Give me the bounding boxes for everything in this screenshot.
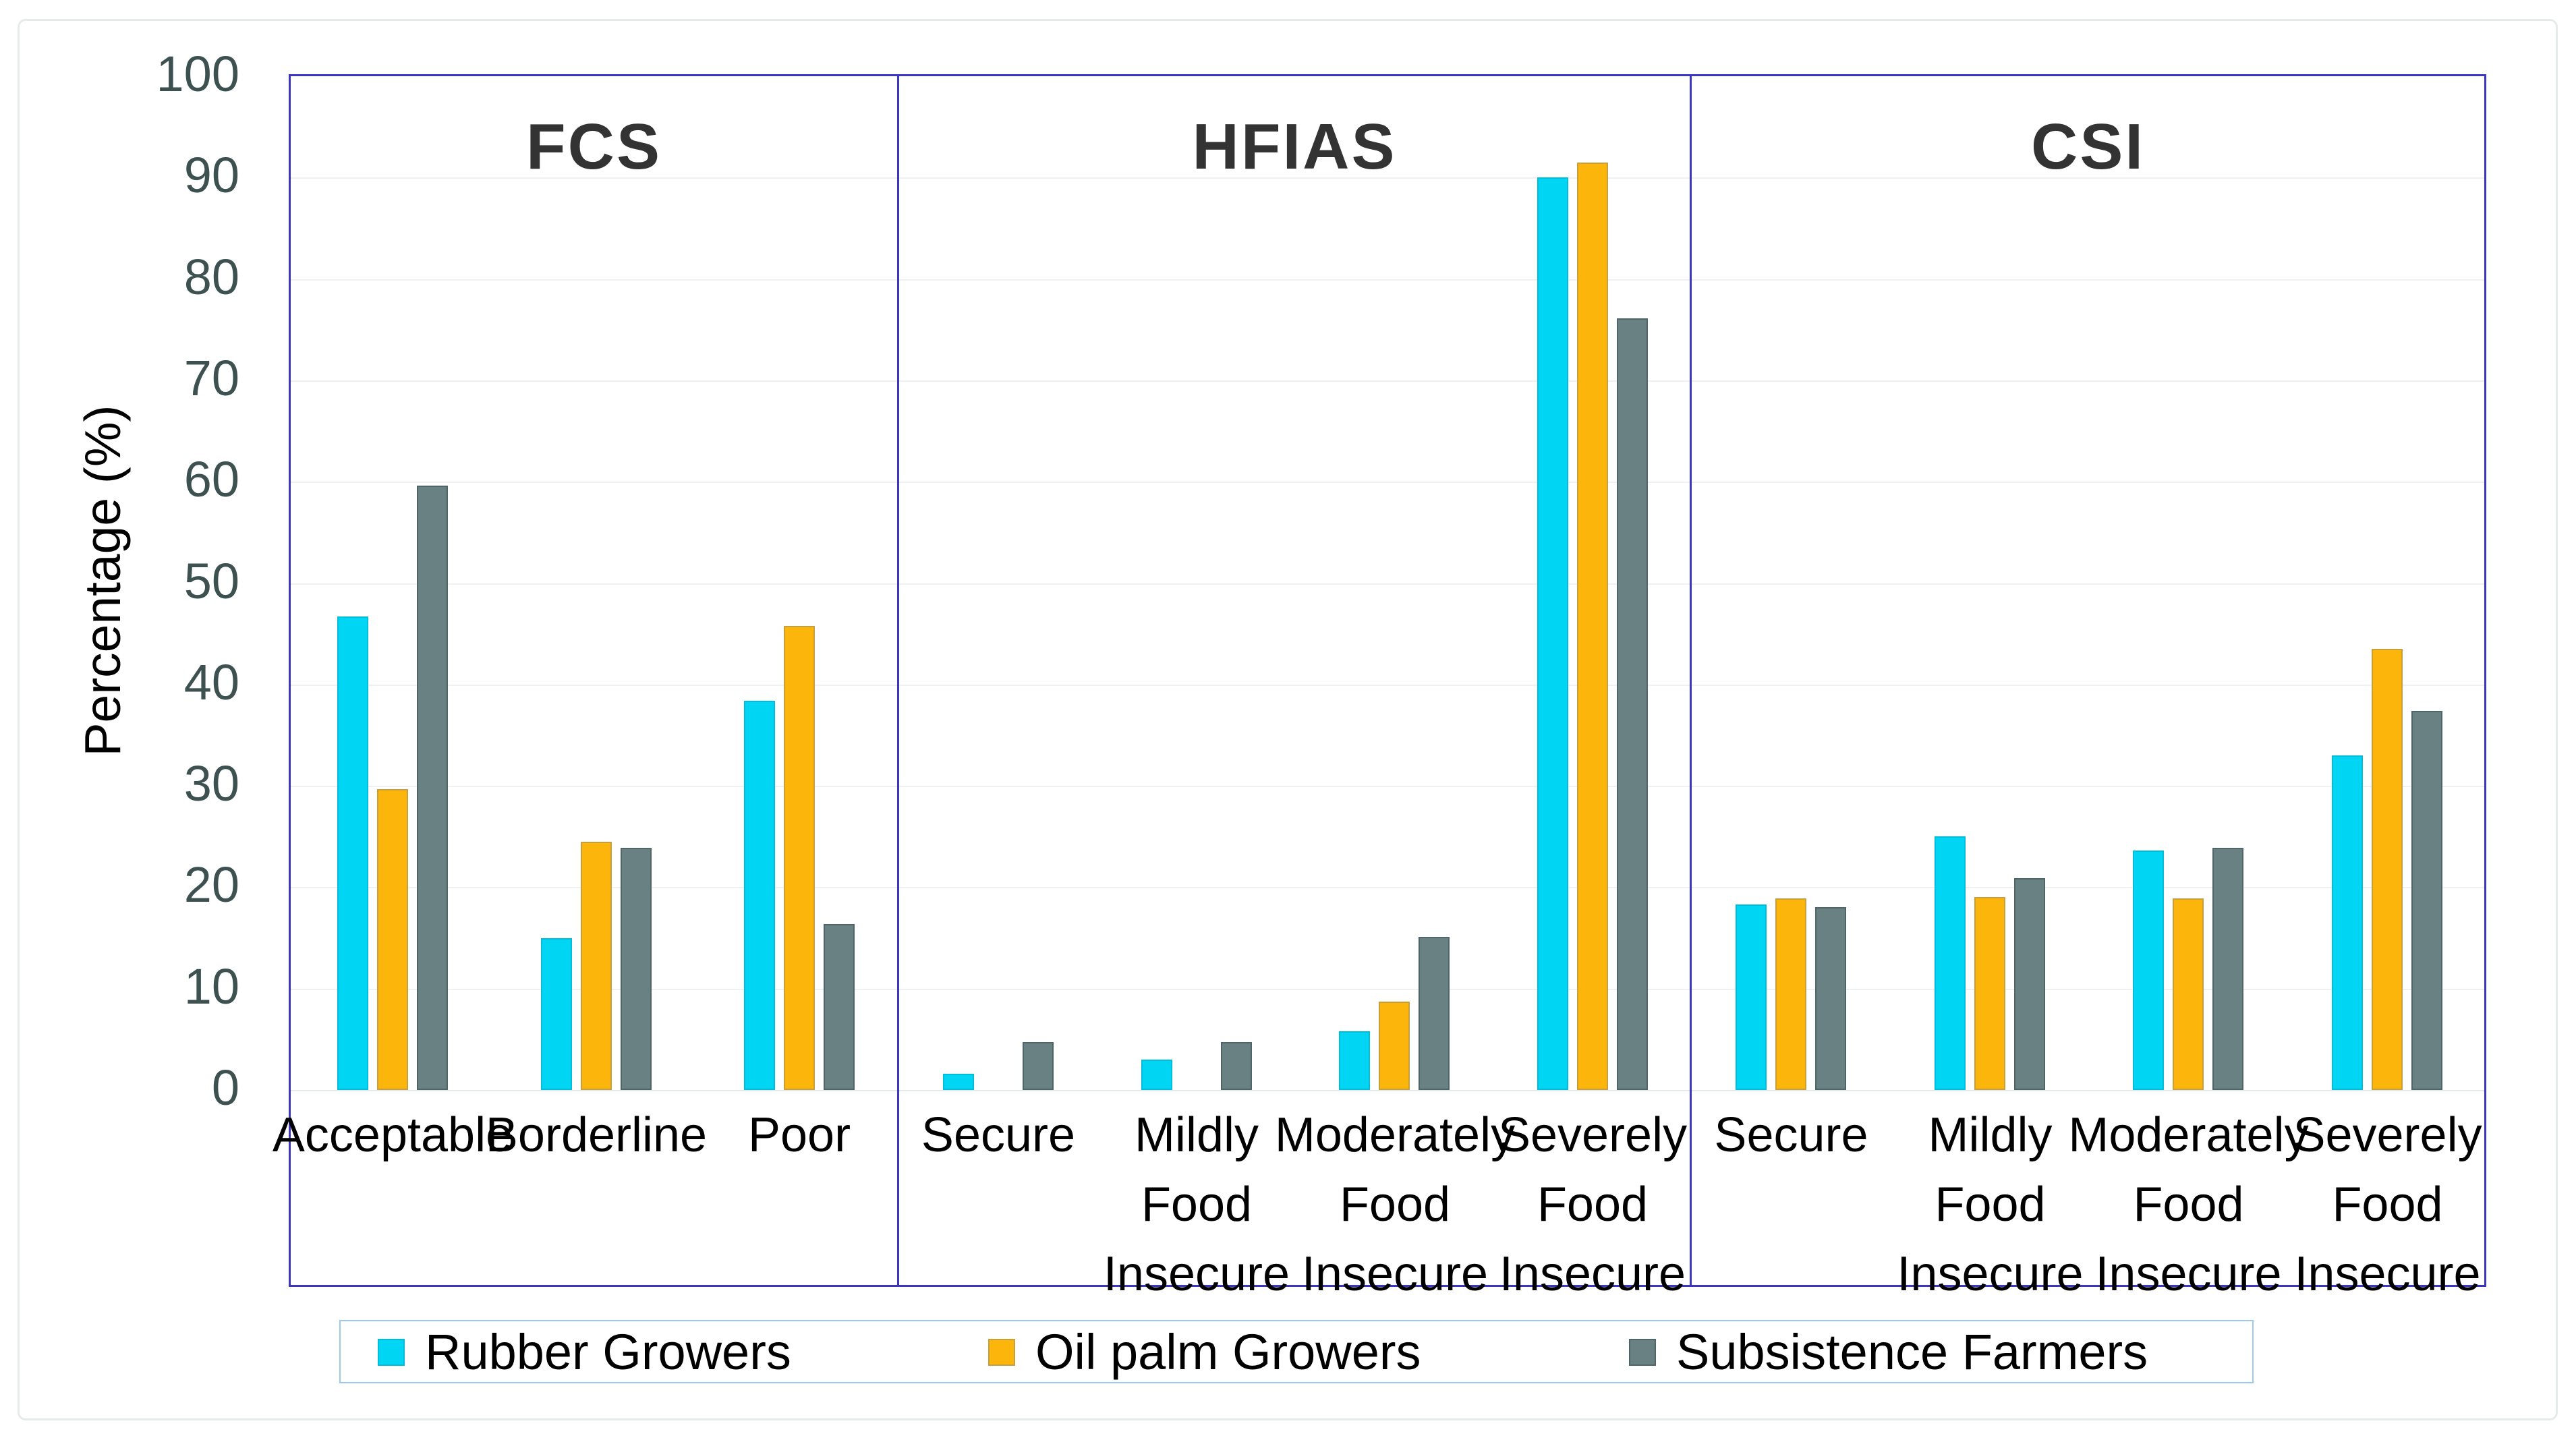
y-tick-label: 10 [183,958,239,1014]
category-label: Moderately Food Insecure [1274,1108,1516,1301]
bar-subsistence-farmers [1815,907,1846,1090]
category-label: Moderately Food Insecure [2068,1108,2309,1301]
legend-swatch-icon [378,1339,405,1366]
gridline [899,583,1690,585]
category-label: Severely Food Insecure [2293,1108,2482,1301]
bar-subsistence-farmers [2014,878,2045,1090]
gridline [1692,177,2484,179]
legend-label: Rubber Growers [425,1324,791,1380]
bar-rubber-growers [2332,755,2363,1090]
category-label: Acceptable [272,1108,513,1162]
bar-rubber-growers [1935,836,1966,1090]
bar-oil-palm-growers [784,626,815,1090]
category-label: Mildly Food Insecure [1897,1108,2084,1301]
bar-oil-palm-growers [1974,897,2005,1090]
bar-rubber-growers [541,938,572,1090]
bar-oil-palm-growers [1775,898,1806,1090]
gridline [291,482,897,483]
gridline [899,887,1690,888]
gridline [1692,887,2484,888]
category-label: Mildly Food Insecure [1103,1108,1290,1301]
bar-subsistence-farmers [1617,318,1648,1090]
bar-rubber-growers [2133,851,2164,1090]
gridline [899,989,1690,990]
legend-swatch-icon [988,1339,1015,1366]
y-tick-label: 80 [183,248,239,305]
panel-csi: CSI Secure Mildly Food Insecure Moderately … [1692,74,2486,1301]
gridline [291,583,897,585]
y-tick-label: 90 [183,147,239,204]
gridline [899,685,1690,686]
x-axis-baseline [899,1090,1690,1091]
legend-label: Oil palm Growers [1035,1324,1421,1380]
bar-rubber-growers [1736,904,1767,1090]
bar-rubber-growers [943,1074,974,1090]
panel-title-fcs: FCS [526,111,662,183]
gridline [899,380,1690,382]
gridline [1692,380,2484,382]
bar-subsistence-farmers [2212,848,2243,1090]
bar-subsistence-farmers [1221,1042,1252,1090]
y-tick-label: 100 [156,46,239,102]
y-tick-label: 60 [183,451,239,508]
gridline [1692,786,2484,787]
x-axis-baseline [1692,1090,2484,1091]
bar-rubber-growers [337,616,368,1090]
panel-fcs: FCS Acceptable Borderline Poor [273,74,899,1287]
y-tick-label: 30 [183,755,239,812]
category-label: Secure [921,1108,1076,1162]
gridline [1692,685,2484,686]
bar-rubber-growers [1537,177,1568,1090]
bar-rubber-growers [1141,1060,1172,1090]
y-tick-label: 50 [183,552,239,609]
category-label: Poor [747,1108,851,1162]
category-label: Borderline [485,1108,708,1162]
legend-swatch-icon [1629,1339,1656,1366]
gridline [1692,482,2484,483]
legend: Rubber Growers Oil palm Growers Subsistenc… [339,1320,2254,1383]
y-tick-label: 70 [183,349,239,406]
bar-subsistence-farmers [1023,1042,1054,1090]
category-label: Secure [1714,1108,1868,1162]
figure-border [18,19,2558,1420]
gridline [899,177,1690,179]
y-tick-label: 40 [183,654,239,710]
gridline [291,380,897,382]
gridline [291,786,897,787]
gridline [291,685,897,686]
gridline [291,177,897,179]
panel-title-csi: CSI [2030,111,2146,183]
gridline [899,482,1690,483]
gridline [899,279,1690,281]
bar-oil-palm-growers [1577,163,1608,1090]
bar-rubber-growers [1339,1031,1370,1090]
bar-subsistence-farmers [2411,711,2442,1090]
category-label: Severely Food Insecure [1497,1108,1688,1301]
bar-subsistence-farmers [1419,937,1450,1090]
bar-subsistence-farmers [621,848,652,1090]
bar-oil-palm-growers [377,789,408,1090]
bar-subsistence-farmers [417,486,448,1090]
bar-rubber-growers [744,701,775,1090]
y-tick-label: 20 [183,857,239,913]
bar-oil-palm-growers [581,842,612,1090]
gridline [1692,989,2484,990]
legend-label: Subsistence Farmers [1676,1324,2148,1380]
gridline [899,786,1690,787]
bar-subsistence-farmers [824,924,855,1090]
bar-oil-palm-growers [1379,1002,1410,1090]
gridline [291,279,897,281]
bar-oil-palm-growers [2173,898,2204,1090]
y-tick-label: 0 [211,1060,239,1116]
gridline [1692,583,2484,585]
gridline [1692,279,2484,281]
panel-title-hfias: HFIAS [1192,111,1397,183]
x-axis-baseline [291,1090,897,1091]
bar-oil-palm-growers [2372,649,2403,1090]
panel-hfias: HFIAS Secure Mildly Food Insecure Moderatel… [899,74,1692,1301]
